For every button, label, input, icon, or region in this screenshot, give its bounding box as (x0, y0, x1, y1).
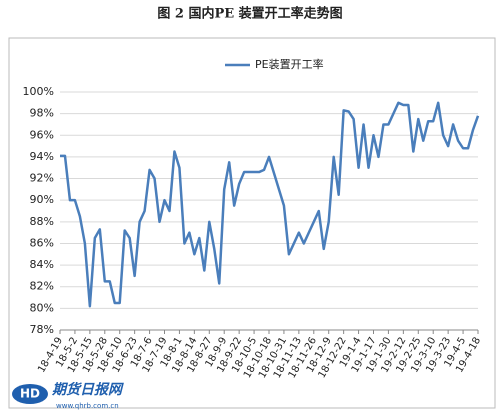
y-tick-label: 92% (30, 172, 54, 185)
y-tick-label: 78% (30, 323, 54, 336)
y-tick-label: 84% (30, 258, 54, 271)
legend-label: PE装置开工率 (255, 57, 324, 71)
y-tick-label: 80% (30, 301, 54, 314)
watermark-url: www.qhrb.com.cn (56, 402, 119, 410)
data-line (60, 101, 480, 308)
logo-letter: HD (20, 387, 40, 401)
watermark-name: 期货日报网 (51, 381, 124, 398)
logo-mark (12, 384, 48, 404)
watermark: HD 期货日报网 www.qhrb.com.cn (12, 381, 124, 410)
y-tick-label: 86% (30, 236, 54, 249)
y-tick-label: 96% (30, 128, 54, 141)
y-tick-label: 100% (23, 85, 54, 98)
y-tick-label: 94% (30, 150, 54, 163)
y-tick-label: 82% (30, 280, 54, 293)
y-tick-label: 98% (30, 107, 54, 120)
chart-title: 图 2 国内PE 装置开工率走势图 (157, 6, 342, 22)
chart-frame (8, 37, 496, 409)
y-tick-label: 90% (30, 193, 54, 206)
y-tick-label: 88% (30, 215, 54, 228)
